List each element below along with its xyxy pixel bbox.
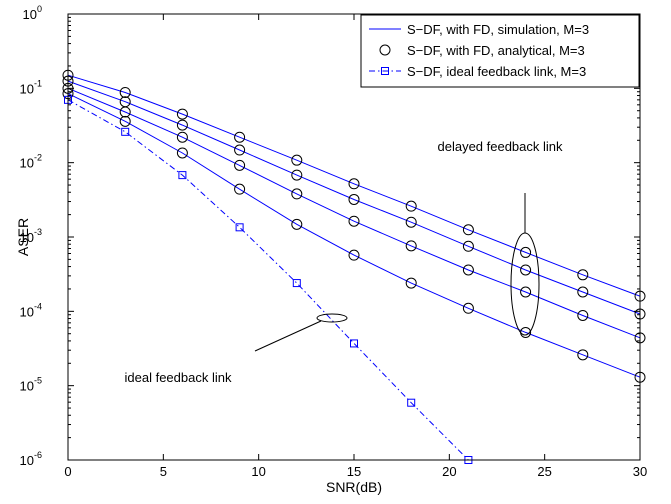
ideal-series-line (67, 99, 469, 461)
analytical-circle-marker (462, 224, 474, 236)
analytical-circle-marker (119, 106, 131, 118)
analytical-circle-marker (119, 86, 131, 98)
annotation-delayed-feedback: delayed feedback link (437, 139, 563, 154)
legend-label: S−DF, ideal feedback link, M=3 (407, 64, 586, 79)
x-tick-label: 15 (347, 464, 361, 479)
y-tick-label: 10-5 (20, 376, 42, 394)
analytical-circle-marker (520, 264, 532, 276)
annotations: delayed feedback link ideal feedback link (125, 139, 563, 385)
y-tick-label: 10-2 (20, 153, 42, 171)
analytical-circle-marker (577, 349, 589, 361)
analytical-circle-marker (234, 183, 246, 195)
analytical-circle-marker (176, 147, 188, 159)
legend: S−DF, with FD, simulation, M=3 S−DF, with… (360, 14, 640, 88)
analytical-circle-marker (577, 269, 589, 281)
ideal-square-marker (235, 223, 244, 232)
y-tick-label: 10-4 (20, 301, 42, 319)
simulation-series-line (67, 80, 641, 315)
annotation-ellipse (316, 313, 348, 323)
y-tick-base: 10 (20, 453, 34, 468)
analytical-circle-marker (291, 154, 303, 166)
simulation-series-line (67, 87, 641, 339)
analytical-circle-marker (291, 188, 303, 200)
ideal-square-marker (178, 171, 187, 180)
y-axis-label: ASER (15, 218, 31, 256)
simulation-series-line (67, 74, 641, 297)
analytical-circle-marker (577, 309, 589, 321)
analytical-circle-marker (348, 178, 360, 190)
y-tick-exponent: 0 (37, 4, 42, 14)
analytical-circle-marker (405, 240, 417, 252)
analytical-circle-marker (119, 115, 131, 127)
y-tick-exponent: -1 (34, 78, 42, 88)
legend-label: S−DF, with FD, simulation, M=3 (407, 22, 589, 37)
ideal-square-marker (407, 398, 416, 407)
y-tick-exponent: -4 (34, 301, 42, 311)
analytical-circle-marker (234, 144, 246, 156)
analytical-circle-marker (577, 286, 589, 298)
y-tick-exponent: -3 (34, 227, 42, 237)
annotation-ideal-feedback: ideal feedback link (125, 370, 232, 385)
y-tick-exponent: -5 (34, 376, 42, 386)
annotation-ellipse (510, 232, 540, 336)
x-tick-label: 5 (160, 464, 167, 479)
analytical-circle-marker (348, 249, 360, 261)
y-tick-label: 10-1 (20, 78, 42, 96)
x-tick-label: 30 (633, 464, 647, 479)
y-tick-label: 10-3 (20, 227, 42, 245)
analytical-circle-marker (234, 131, 246, 143)
y-tick-base: 10 (20, 230, 34, 245)
y-tick-base: 10 (20, 379, 34, 394)
plot-area (62, 69, 646, 464)
analytical-circle-marker (291, 218, 303, 230)
x-tick-label: 20 (442, 464, 456, 479)
analytical-circle-marker (462, 264, 474, 276)
analytical-circle-marker (234, 159, 246, 171)
y-tick-base: 10 (20, 81, 34, 96)
y-tick-exponent: -6 (34, 450, 42, 460)
analytical-circle-marker (462, 302, 474, 314)
y-tick-exponent: -2 (34, 153, 42, 163)
legend-square-marker (381, 67, 389, 75)
x-axis-label: SNR(dB) (326, 479, 382, 495)
analytical-circle-marker (520, 246, 532, 258)
y-tick-label: 100 (23, 4, 42, 22)
y-tick-label: 10-6 (20, 450, 42, 468)
analytical-circle-marker (291, 169, 303, 181)
legend-label: S−DF, with FD, analytical, M=3 (407, 43, 585, 58)
analytical-circle-marker (520, 286, 532, 298)
x-tick-label: 10 (251, 464, 265, 479)
legend-circle-marker (379, 44, 391, 56)
analytical-circle-marker (462, 240, 474, 252)
analytical-circle-marker (348, 215, 360, 227)
analytical-circle-marker (176, 131, 188, 143)
y-tick-base: 10 (23, 7, 37, 22)
ideal-square-marker (350, 339, 358, 348)
analytical-circle-marker (405, 216, 417, 228)
annotation-arrow-line (254, 320, 322, 352)
analytical-circle-marker (405, 277, 417, 289)
legend-box (360, 14, 640, 88)
ideal-square-marker (121, 127, 130, 136)
analytical-circle-marker (176, 108, 188, 120)
analytical-circle-marker (348, 193, 360, 205)
analytical-circle-marker (405, 200, 417, 212)
simulation-series-line (67, 93, 641, 378)
x-tick-label: 0 (64, 464, 71, 479)
y-tick-base: 10 (20, 304, 34, 319)
y-tick-base: 10 (20, 156, 34, 171)
x-tick-label: 25 (537, 464, 551, 479)
analytical-circle-marker (176, 119, 188, 131)
ideal-square-marker (292, 279, 301, 288)
